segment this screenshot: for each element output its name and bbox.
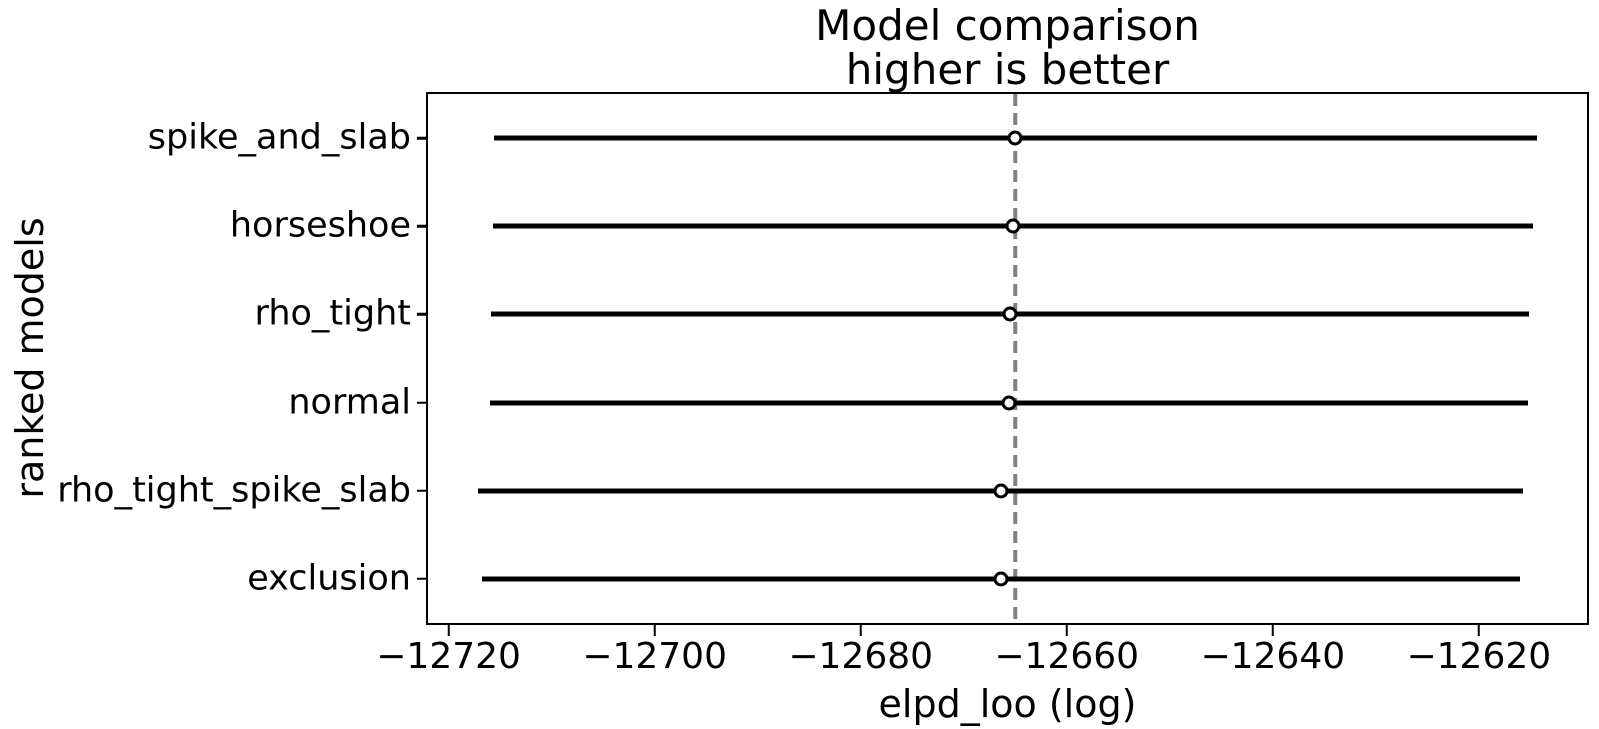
y-tick-mark: [417, 225, 428, 228]
elpd-point-marker: [993, 571, 1009, 587]
x-axis-label: elpd_loo (log): [878, 682, 1137, 726]
x-tick-mark: [653, 623, 656, 636]
x-tick-label: −12700: [582, 636, 727, 677]
elpd-point-marker: [1005, 218, 1021, 234]
x-tick-mark: [859, 623, 862, 636]
y-axis-label: ranked models: [8, 217, 52, 499]
y-tick-mark: [417, 401, 428, 404]
y-tick-mark: [417, 577, 428, 581]
x-tick-mark: [1477, 623, 1481, 636]
x-tick-label: −12720: [376, 636, 521, 677]
elpd-point-marker: [1001, 395, 1017, 411]
x-tick-label: −12680: [788, 636, 934, 677]
chart-title-line1: Model comparison: [815, 1, 1200, 50]
y-tick-label: exclusion: [247, 558, 411, 599]
best-model-reference-line: [1013, 94, 1017, 623]
y-tick-mark: [417, 489, 428, 492]
chart-title-line2: higher is better: [845, 44, 1170, 94]
y-tick-label: spike_and_slab: [147, 117, 411, 158]
x-tick-mark: [447, 623, 450, 636]
x-tick-mark: [1065, 623, 1068, 636]
elpd-point-marker: [993, 483, 1009, 499]
x-tick-label: −12640: [1200, 636, 1346, 677]
chart-title: Model comparison higher is better: [426, 4, 1589, 91]
elpd-point-marker: [1007, 130, 1023, 146]
plot-area: spike_and_slab horseshoe rho_tight norma…: [57, 92, 1589, 675]
y-tick-label: rho_tight_spike_slab: [57, 470, 411, 511]
x-tick-mark: [1271, 623, 1275, 636]
y-tick-label: rho_tight: [254, 293, 411, 334]
elpd-point-marker: [1002, 306, 1018, 322]
x-tick-label: −12660: [994, 636, 1140, 677]
y-tick-label: horseshoe: [229, 205, 411, 246]
y-tick-mark: [417, 136, 428, 140]
x-tick-label: −12620: [1406, 636, 1552, 677]
y-tick-mark: [417, 313, 428, 316]
y-tick-label: normal: [288, 382, 411, 423]
